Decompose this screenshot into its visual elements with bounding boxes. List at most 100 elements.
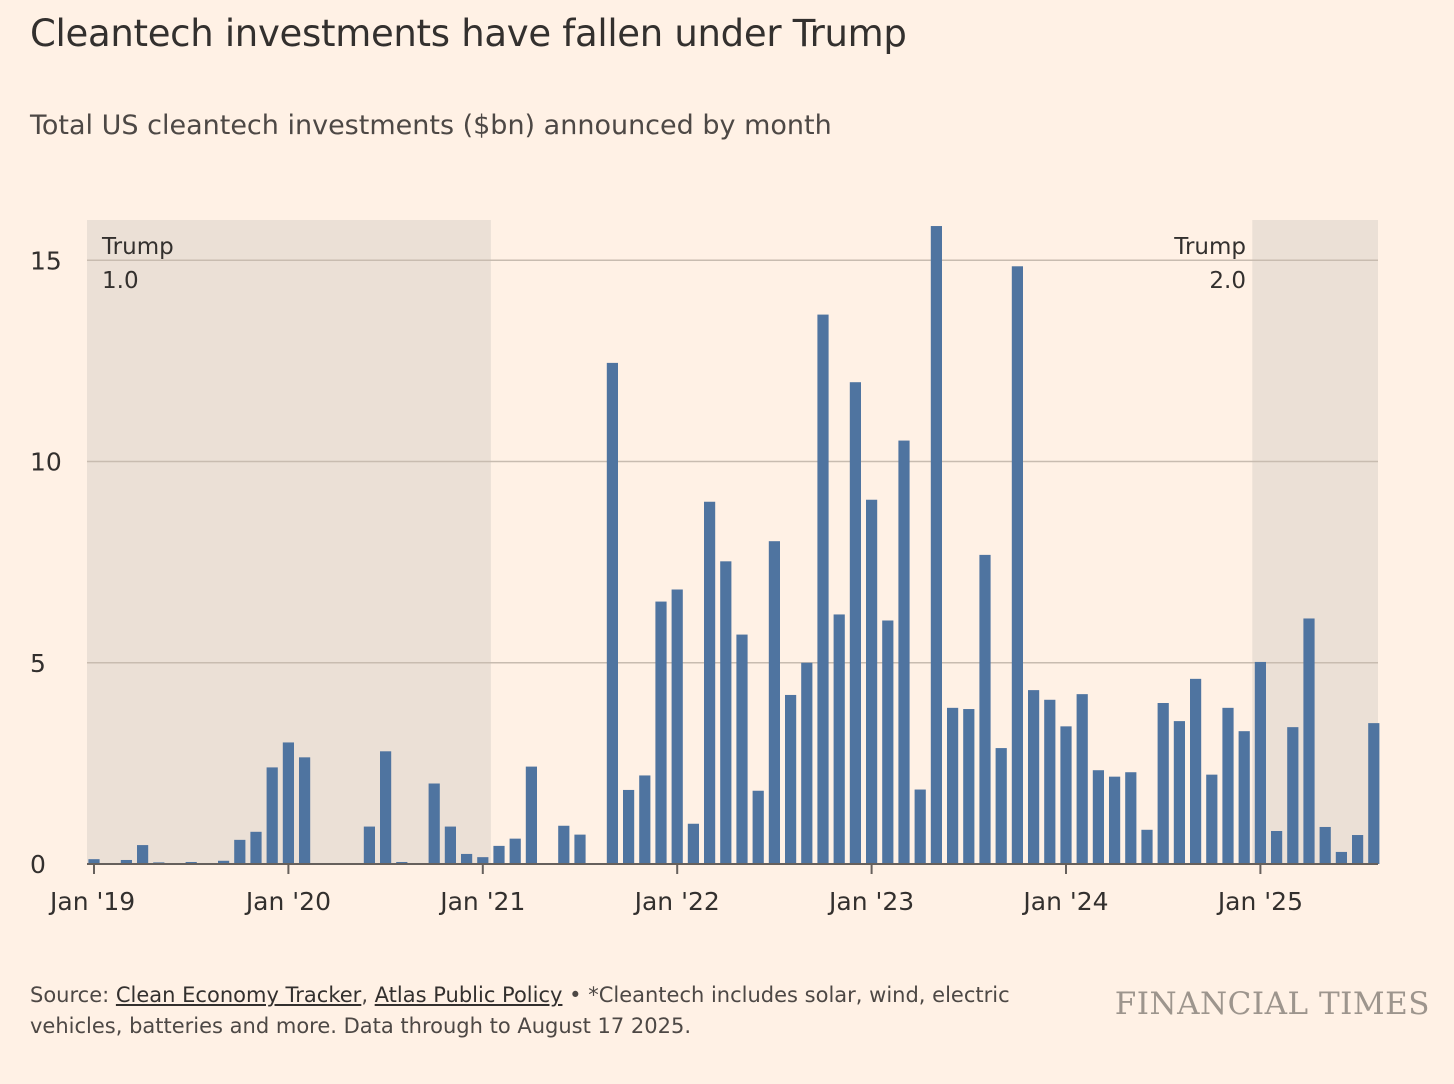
bar — [1368, 723, 1380, 864]
bar — [1287, 727, 1299, 864]
bar — [1044, 699, 1056, 864]
bar — [461, 853, 473, 864]
bar — [282, 742, 294, 864]
bar — [930, 226, 942, 865]
source-prefix: Source: — [30, 983, 116, 1007]
bar — [477, 857, 489, 864]
bar — [606, 362, 618, 864]
bar — [639, 775, 651, 864]
x-tick-label: Jan '19 — [48, 887, 135, 916]
bar — [882, 620, 894, 864]
bar — [1076, 694, 1088, 864]
bar — [1190, 678, 1202, 864]
chart-title: Cleantech investments have fallen under … — [30, 12, 907, 55]
bar — [849, 382, 861, 864]
bar — [995, 748, 1007, 864]
bar — [266, 767, 278, 864]
bar — [218, 860, 230, 864]
bar — [234, 839, 246, 864]
ft-logo: FINANCIAL TIMES — [1114, 986, 1430, 1022]
bar — [1335, 851, 1347, 864]
bar — [396, 861, 408, 864]
bar — [1125, 772, 1137, 864]
bar — [979, 554, 991, 864]
source-link-clean-economy-tracker[interactable]: Clean Economy Tracker — [115, 983, 362, 1007]
x-tick-label: Jan '21 — [438, 887, 525, 916]
bar — [509, 838, 521, 864]
y-tick-label: 15 — [30, 246, 62, 275]
bar — [1271, 830, 1283, 864]
shaded-period-2 — [1252, 220, 1378, 864]
bar — [1060, 726, 1072, 864]
trump-1-label-line1: Trump — [101, 234, 174, 260]
source-link-atlas-public-policy[interactable]: Atlas Public Policy — [374, 983, 563, 1007]
grid-lines: 0 5 10 15 — [30, 246, 1378, 879]
bar — [687, 823, 699, 864]
source-separator: , — [361, 983, 375, 1007]
bar — [525, 766, 537, 864]
bar — [558, 825, 570, 864]
bar — [817, 314, 829, 864]
bar — [444, 826, 456, 864]
y-tick-label: 10 — [30, 448, 62, 477]
bar — [785, 694, 797, 864]
bar — [380, 751, 392, 864]
bar — [1352, 835, 1364, 864]
bar — [1206, 774, 1218, 864]
bar — [1011, 266, 1023, 865]
source-footer: Source: Clean Economy Tracker, Atlas Pub… — [30, 980, 1030, 1042]
bar — [833, 614, 845, 864]
bar — [623, 789, 635, 864]
bar — [1303, 618, 1315, 864]
x-tick-label: Jan '20 — [244, 887, 331, 916]
bar — [1109, 776, 1121, 864]
bar — [655, 601, 667, 864]
bar — [1238, 731, 1250, 864]
source-note: • *Cleantech includes solar, wind, elect… — [30, 983, 1010, 1038]
bar — [1254, 661, 1266, 864]
bar — [1092, 770, 1104, 864]
axes: Jan '19 Jan '20 Jan '21 Jan '22 Jan '23 Jan '… — [48, 863, 1378, 916]
bar — [1028, 690, 1040, 864]
annotations: Trump 1.0 Trump 2.0 — [101, 234, 1246, 294]
bar — [88, 859, 100, 864]
x-tick-label: Jan '24 — [1021, 887, 1108, 916]
chart-subtitle: Total US cleantech investments ($bn) ann… — [30, 110, 832, 141]
bar — [250, 831, 262, 864]
y-tick-label: 0 — [30, 850, 46, 879]
bar — [720, 561, 732, 864]
bar — [866, 499, 878, 864]
bar — [185, 861, 197, 864]
bar — [1319, 826, 1331, 864]
bar — [704, 501, 716, 864]
trump-2-label-line1: Trump — [1173, 234, 1246, 260]
bars — [88, 226, 1380, 865]
bar — [752, 790, 764, 864]
x-tick-label: Jan '25 — [1216, 887, 1303, 916]
bar — [1141, 829, 1153, 864]
trump-2-label-line2: 2.0 — [1209, 268, 1246, 294]
bar — [1173, 721, 1185, 864]
bar — [574, 834, 586, 864]
bar — [914, 789, 926, 864]
bar — [736, 634, 748, 864]
bar — [1222, 707, 1234, 864]
bar — [898, 440, 910, 864]
x-tick-label: Jan '22 — [633, 887, 720, 916]
bar — [493, 845, 505, 864]
y-tick-label: 5 — [30, 649, 46, 678]
bar — [363, 826, 375, 864]
trump-1-label-line2: 1.0 — [102, 268, 139, 294]
bar — [299, 757, 311, 864]
bar — [137, 845, 149, 864]
bar — [1157, 703, 1169, 864]
x-tick-label: Jan '23 — [827, 887, 914, 916]
bar — [947, 707, 959, 864]
bar — [428, 783, 440, 864]
bar — [768, 541, 780, 864]
bar — [801, 662, 813, 864]
bar — [963, 709, 975, 864]
bar — [671, 589, 683, 864]
bar — [120, 859, 132, 864]
